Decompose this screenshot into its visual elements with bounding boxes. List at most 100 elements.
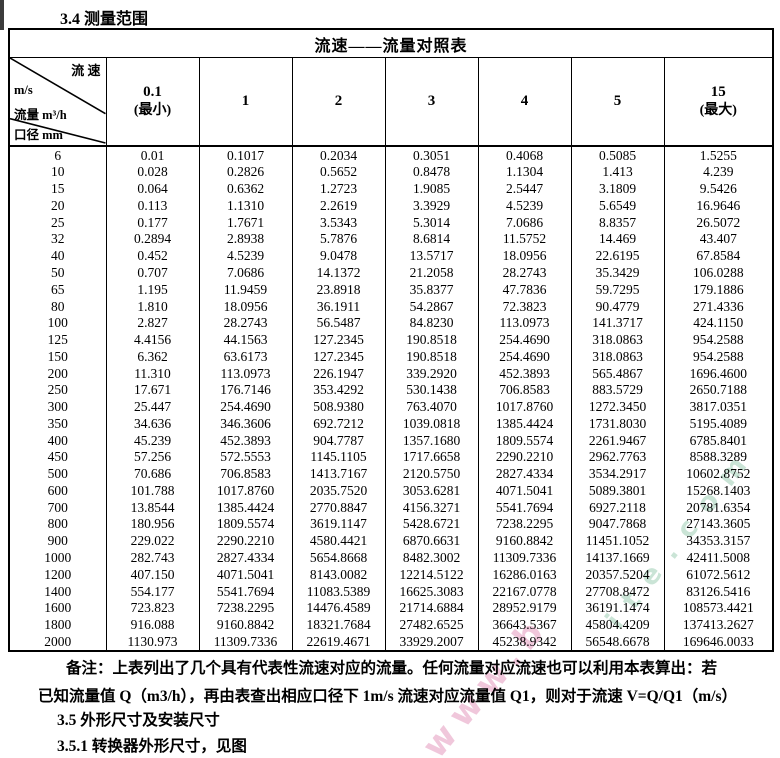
flow-value-cell: 9.0478 <box>291 247 386 265</box>
flow-value-cell: 254.4690 <box>477 348 572 365</box>
table-row: 350 34.636 346.3606 692.7212 1039.0818 1385.4… <box>8 415 774 433</box>
flow-value-cell: 2827.4334 <box>477 465 572 483</box>
flow-value-cell: 34.636 <box>105 415 200 433</box>
table-row: 32 0.2894 2.8938 5.7876 8.6814 11.5752 14.469 4… <box>8 230 774 248</box>
flow-value-cell: 14.469 <box>570 230 665 248</box>
table-row: 250 17.671 176.7146 353.4292 530.1438 706.858… <box>8 381 774 399</box>
flow-value-cell: 36191.1474 <box>570 599 665 617</box>
flow-value-cell: 1385.4424 <box>477 415 572 433</box>
flow-value-cell: 84.8230 <box>384 314 479 332</box>
flow-value-cell: 954.2588 <box>663 348 774 365</box>
flow-value-cell: 6785.8401 <box>663 432 774 449</box>
flow-value-cell: 5.3014 <box>384 214 479 231</box>
flow-value-cell: 2.8938 <box>198 230 293 248</box>
note-paragraph: 备注：上表列出了几个具有代表性流速对应的流量。任何流量对应流速也可以利用本表算出… <box>38 655 752 711</box>
flow-value-cell: 0.113 <box>105 197 200 215</box>
flow-value-cell: 229.022 <box>105 532 200 550</box>
flow-value-cell: 1145.1105 <box>291 448 386 466</box>
flow-value-cell: 8482.3002 <box>384 549 479 567</box>
flow-value-cell: 1696.4600 <box>663 364 774 382</box>
flow-value-cell: 7238.2295 <box>198 599 293 617</box>
flow-value-cell: 9047.7868 <box>570 515 665 533</box>
flow-value-cell: 7238.2295 <box>477 515 572 533</box>
diameter-cell: 2000 <box>8 633 107 651</box>
table-row: 800 180.956 1809.5574 3619.1147 5428.6721 723… <box>8 515 774 533</box>
diameter-cell: 800 <box>8 515 107 533</box>
table-row: 450 57.256 572.5553 1145.1105 1717.6658 2290.… <box>8 448 774 466</box>
flow-value-cell: 90.4779 <box>570 297 665 315</box>
flow-value-cell: 1731.8030 <box>570 415 665 433</box>
flow-value-cell: 353.4292 <box>291 381 386 399</box>
flow-value-cell: 3619.1147 <box>291 515 386 533</box>
table-row: 125 4.4156 44.1563 127.2345 190.8518 254.4690… <box>8 331 774 349</box>
flow-value-cell: 70.686 <box>105 465 200 483</box>
flow-value-cell: 15268.1403 <box>663 482 774 500</box>
flow-table-body: 6 0.01 0.1017 0.2034 0.3051 0.4068 0.5085 1.525… <box>8 146 774 651</box>
flow-value-cell: 254.4690 <box>198 398 293 416</box>
flow-value-cell: 407.150 <box>105 566 200 583</box>
table-row: 100 2.827 28.2743 56.5487 84.8230 113.0973 141… <box>8 314 774 332</box>
corner-header-cell: 流 速 m/s 流量 m³/h 口径 mm <box>8 57 107 147</box>
flow-value-cell: 11.9459 <box>198 281 293 298</box>
flow-value-cell: 59.7295 <box>570 281 665 298</box>
flow-value-cell: 18321.7684 <box>291 616 386 634</box>
flow-value-cell: 5541.7694 <box>477 499 572 516</box>
flow-value-cell: 0.4068 <box>477 146 572 164</box>
flow-value-cell: 0.028 <box>105 163 200 181</box>
flow-value-cell: 226.1947 <box>291 364 386 382</box>
flow-value-cell: 2290.2210 <box>198 532 293 550</box>
flow-value-cell: 17.671 <box>105 381 200 399</box>
flow-value-cell: 1413.7167 <box>291 465 386 483</box>
flow-value-cell: 45.239 <box>105 432 200 449</box>
flow-value-cell: 72.3823 <box>477 297 572 315</box>
flow-value-cell: 0.177 <box>105 214 200 231</box>
flow-value-cell: 452.3893 <box>198 432 293 449</box>
flow-value-cell: 12214.5122 <box>384 566 479 583</box>
flow-value-cell: 56548.6678 <box>570 633 665 651</box>
flow-value-cell: 339.2920 <box>384 364 479 382</box>
diameter-cell: 100 <box>8 314 107 332</box>
diameter-cell: 15 <box>8 180 107 198</box>
flow-value-cell: 763.4070 <box>384 398 479 416</box>
flow-value-cell: 9160.8842 <box>477 532 572 550</box>
diameter-cell: 32 <box>8 230 107 248</box>
flow-value-cell: 106.0288 <box>663 264 774 282</box>
column-header-value: 5 <box>613 93 622 109</box>
flow-value-cell: 8.6814 <box>384 230 479 248</box>
flow-value-cell: 20781.6354 <box>663 499 774 516</box>
table-row: 15 0.064 0.6362 1.2723 1.9085 2.5447 3.1809 9.5… <box>8 180 774 198</box>
diameter-cell: 1400 <box>8 582 107 600</box>
column-header-3: 3 <box>384 57 479 147</box>
flow-value-cell: 190.8518 <box>384 331 479 349</box>
flow-value-cell: 6870.6631 <box>384 532 479 550</box>
flow-value-cell: 2650.7188 <box>663 381 774 399</box>
column-header-5: 5 <box>570 57 665 147</box>
diameter-cell: 10 <box>8 163 107 181</box>
flow-value-cell: 1.1304 <box>477 163 572 181</box>
flow-value-cell: 2.5447 <box>477 180 572 198</box>
table-row: 1400 554.177 5541.7694 11083.5389 16625.3083… <box>8 582 774 600</box>
flow-value-cell: 424.1150 <box>663 314 774 332</box>
flow-value-cell: 1.2723 <box>291 180 386 198</box>
flow-value-cell: 113.0973 <box>198 364 293 382</box>
column-header-qualifier: (最小) <box>133 103 172 118</box>
flow-value-cell: 1039.0818 <box>384 415 479 433</box>
flow-value-cell: 1.195 <box>105 281 200 298</box>
flow-value-cell: 1017.8760 <box>477 398 572 416</box>
table-row: 1000 282.743 2827.4334 5654.8668 8482.3002 11… <box>8 549 774 567</box>
flow-value-cell: 25.447 <box>105 398 200 416</box>
flow-value-cell: 26.5072 <box>663 214 774 231</box>
flow-value-cell: 3817.0351 <box>663 398 774 416</box>
flow-value-cell: 11083.5389 <box>291 582 386 600</box>
flow-value-cell: 45238.9342 <box>477 633 572 651</box>
section-heading-3-5: 3.5 外形尺寸及安装尺寸 <box>57 712 220 729</box>
flow-value-cell: 45804.4209 <box>570 616 665 634</box>
flow-value-cell: 16625.3083 <box>384 582 479 600</box>
diameter-cell: 1600 <box>8 599 107 617</box>
flow-value-cell: 2.2619 <box>291 197 386 215</box>
flow-value-cell: 954.2588 <box>663 331 774 349</box>
flow-value-cell: 61072.5612 <box>663 566 774 583</box>
flow-value-cell: 18.0956 <box>477 247 572 265</box>
flow-value-cell: 9160.8842 <box>198 616 293 634</box>
flow-value-cell: 1272.3450 <box>570 398 665 416</box>
